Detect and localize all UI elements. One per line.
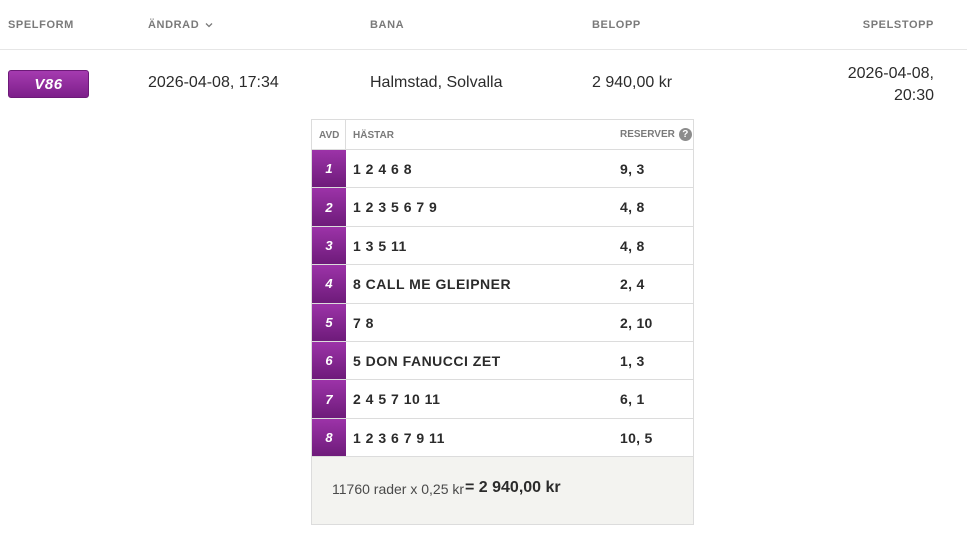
bet-ticket: AVD HÄSTAR RESERVER ? 1 1 2 4 6 8 9, 3 2… xyxy=(311,119,694,525)
leg-number: 8 xyxy=(312,418,346,457)
leg-horses: 1 3 5 11 xyxy=(353,237,407,254)
leg-number: 2 xyxy=(312,188,346,226)
leg-row: 8 1 2 3 6 7 9 11 10, 5 xyxy=(312,418,693,458)
leg-horses: 8 CALL ME GLEIPNER xyxy=(353,276,512,293)
leg-number: 6 xyxy=(312,341,346,380)
ticket-header: AVD HÄSTAR RESERVER ? xyxy=(312,120,693,150)
ticket-summary: 11760 rader x 0,25 kr = 2 940,00 kr xyxy=(312,457,693,524)
leg-row: 5 7 8 2, 10 xyxy=(312,303,693,342)
leg-reserves: 2, 10 xyxy=(620,314,653,331)
leg-number: 5 xyxy=(312,303,346,341)
ticket-header-reserver-label: RESERVER xyxy=(620,129,675,140)
stop-date-text: 2026-04-08, xyxy=(847,65,934,82)
game-type-badge: V86 xyxy=(8,70,89,98)
leg-reserves: 4, 8 xyxy=(620,199,645,216)
leg-row: 4 8 CALL ME GLEIPNER 2, 4 xyxy=(312,265,693,304)
leg-horses: 2 4 5 7 10 11 xyxy=(353,391,441,408)
bet-row[interactable]: V86 2026-04-08, 17:34 Halmstad, Solvalla… xyxy=(0,50,967,118)
column-header-spelform: SPELFORM xyxy=(8,19,74,31)
leg-reserves: 6, 1 xyxy=(620,391,645,408)
chevron-down-icon xyxy=(205,23,213,28)
ticket-header-hastar: HÄSTAR xyxy=(353,130,394,141)
leg-horses: 1 2 3 5 6 7 9 xyxy=(353,199,438,216)
leg-reserves: 2, 4 xyxy=(620,276,645,293)
leg-row: 1 1 2 4 6 8 9, 3 xyxy=(312,150,693,189)
leg-row: 2 1 2 3 5 6 7 9 4, 8 xyxy=(312,188,693,227)
column-header-andrad[interactable]: ÄNDRAD xyxy=(148,19,213,31)
leg-horses: 1 2 4 6 8 xyxy=(353,161,412,177)
stop-time: 2026-04-08, 20:30 xyxy=(814,63,934,107)
leg-reserves: 10, 5 xyxy=(620,429,653,446)
ticket-header-avd: AVD xyxy=(319,130,340,141)
track-name: Halmstad, Solvalla xyxy=(370,74,503,91)
help-icon[interactable]: ? xyxy=(678,128,692,141)
leg-horses: 7 8 xyxy=(353,314,374,331)
table-header: SPELFORM ÄNDRAD BANA BELOPP SPELSTOPP xyxy=(0,0,967,50)
leg-horses: 5 DON FANUCCI ZET xyxy=(353,352,501,369)
divider xyxy=(345,120,346,150)
leg-number: 4 xyxy=(312,265,346,303)
leg-horses: 1 2 3 6 7 9 11 xyxy=(353,429,445,446)
stop-time-text: 20:30 xyxy=(893,87,934,104)
changed-date: 2026-04-08, 17:34 xyxy=(148,74,279,91)
ticket-header-reserver: RESERVER ? xyxy=(620,128,692,141)
column-header-andrad-label: ÄNDRAD xyxy=(148,19,200,31)
ticket-total: = 2 940,00 kr xyxy=(465,479,561,496)
leg-reserves: 1, 3 xyxy=(620,352,645,369)
leg-reserves: 9, 3 xyxy=(620,161,645,177)
leg-reserves: 4, 8 xyxy=(620,237,645,254)
leg-row: 3 1 3 5 11 4, 8 xyxy=(312,226,693,266)
leg-number: 3 xyxy=(312,226,346,265)
leg-number: 7 xyxy=(312,380,346,418)
bet-amount: 2 940,00 kr xyxy=(592,74,673,91)
column-header-spelstopp: SPELSTOPP xyxy=(862,19,934,31)
rows-summary: 11760 rader x 0,25 kr xyxy=(332,481,465,497)
column-header-belopp: BELOPP xyxy=(592,19,641,31)
column-header-bana: BANA xyxy=(370,19,405,31)
leg-number: 1 xyxy=(312,150,346,188)
leg-row: 7 2 4 5 7 10 11 6, 1 xyxy=(312,380,693,419)
leg-row: 6 5 DON FANUCCI ZET 1, 3 xyxy=(312,341,693,381)
